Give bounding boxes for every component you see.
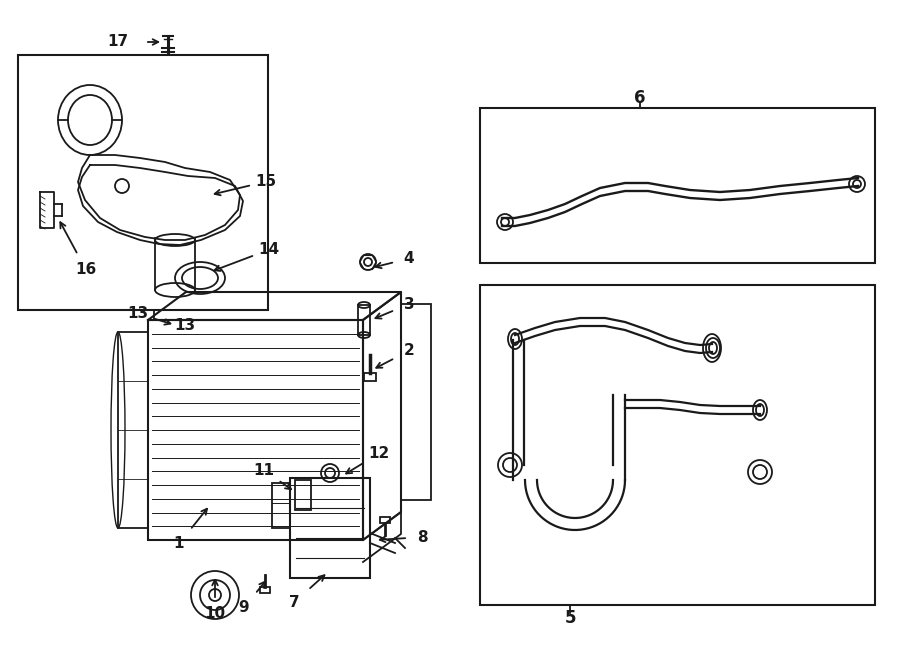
Text: 13: 13 [128, 306, 148, 321]
Text: 2: 2 [403, 343, 414, 358]
Bar [401, 304, 431, 500]
Bar [148, 320, 363, 540]
Bar [295, 480, 311, 510]
Bar [118, 332, 148, 528]
Bar [260, 587, 270, 593]
Text: 13: 13 [174, 318, 195, 333]
Text: 1: 1 [174, 537, 184, 551]
Bar [364, 373, 376, 381]
Bar [380, 517, 390, 523]
Text: 11: 11 [254, 463, 274, 478]
Bar [272, 483, 290, 528]
Bar [358, 305, 370, 335]
Bar [18, 55, 268, 310]
Text: 5: 5 [564, 609, 576, 627]
Text: 15: 15 [256, 174, 276, 189]
Text: 4: 4 [404, 251, 414, 266]
Text: 16: 16 [75, 262, 96, 276]
Text: 6: 6 [634, 89, 646, 107]
Bar [290, 478, 370, 578]
Text: 14: 14 [258, 242, 280, 257]
Bar [480, 285, 875, 605]
Text: 12: 12 [368, 446, 390, 461]
Text: 3: 3 [404, 297, 414, 312]
Text: 7: 7 [289, 595, 300, 610]
Text: 8: 8 [417, 529, 428, 545]
Bar [480, 108, 875, 263]
Text: 9: 9 [238, 600, 249, 615]
Text: 17: 17 [107, 34, 128, 50]
Text: 10: 10 [204, 607, 226, 621]
